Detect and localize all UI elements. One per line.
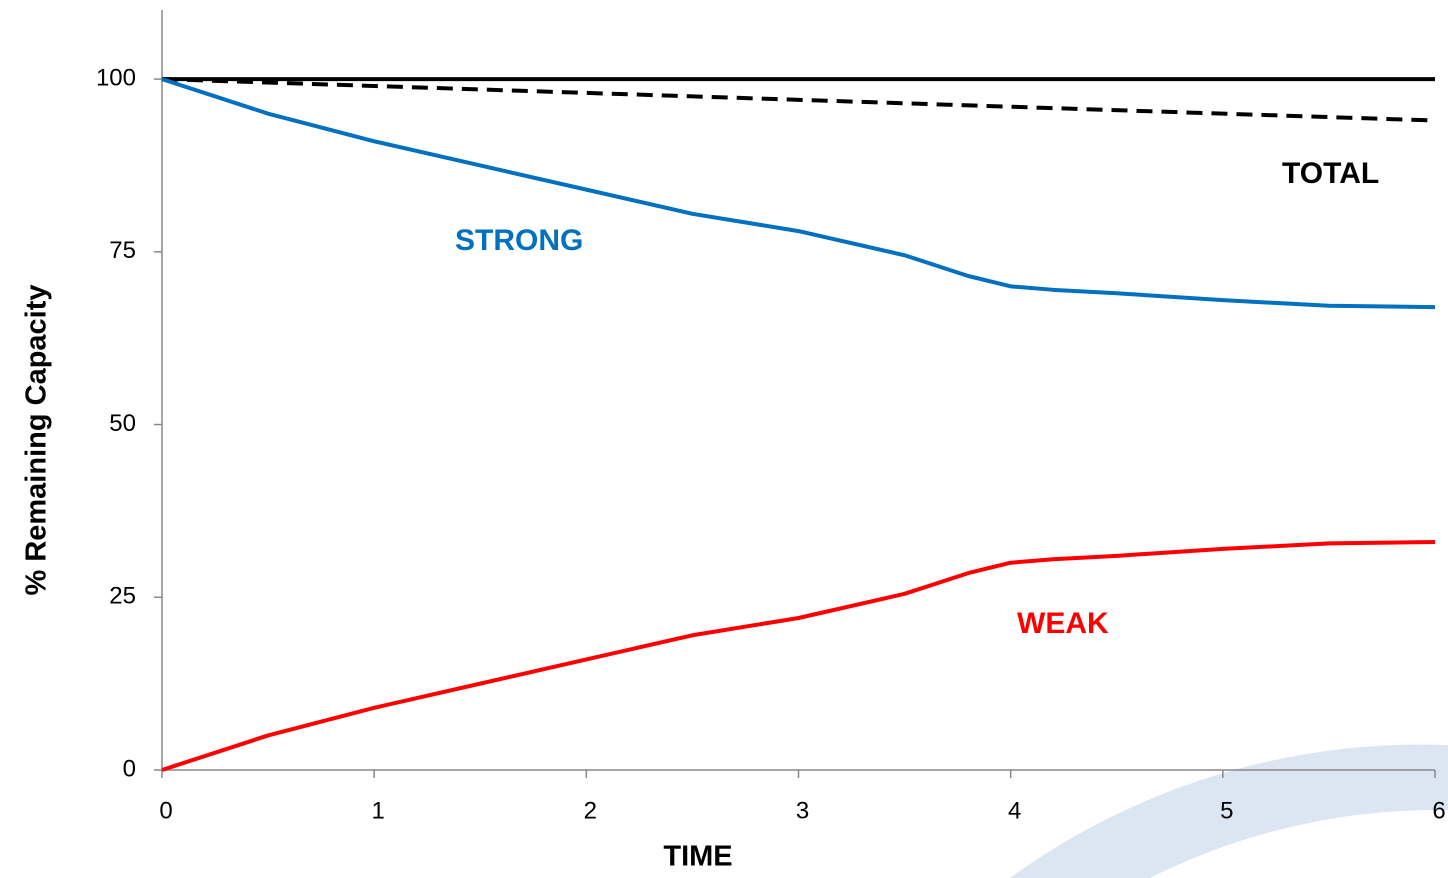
y-tick-label: 25 xyxy=(109,583,136,610)
x-tick-label: 3 xyxy=(796,797,809,824)
x-tick-label: 4 xyxy=(1008,797,1021,824)
x-tick-label: 2 xyxy=(584,797,597,824)
x-tick-label: 0 xyxy=(159,797,172,824)
x-tick-label: 5 xyxy=(1220,797,1233,824)
series-label: TOTAL xyxy=(1282,157,1379,190)
x-tick-label: 6 xyxy=(1432,797,1445,824)
series-line xyxy=(161,77,1436,123)
x-axis-title: TIME xyxy=(663,841,732,873)
y-tick-label: 0 xyxy=(123,755,136,782)
background-arc xyxy=(1010,744,1448,878)
y-tick-label: 75 xyxy=(109,237,136,264)
y-tick-label: 50 xyxy=(109,410,136,437)
series-line xyxy=(161,540,1436,772)
series-label: STRONG xyxy=(455,224,583,257)
series-label: WEAK xyxy=(1017,607,1109,640)
series-line xyxy=(161,77,1436,310)
y-axis-title: % Remaining Capacity xyxy=(21,284,53,595)
x-tick-label: 1 xyxy=(371,797,384,824)
y-tick-label: 100 xyxy=(96,64,136,91)
